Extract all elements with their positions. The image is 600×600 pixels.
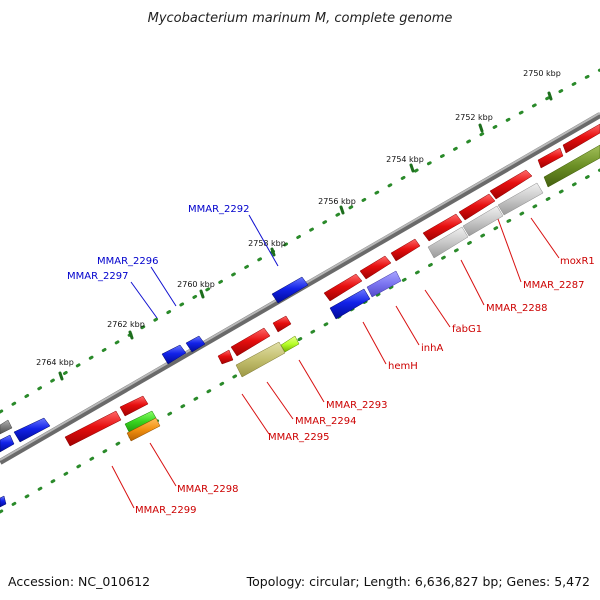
- tick-label: 2764 kbp: [36, 358, 74, 367]
- feature-blue-edge[interactable]: [0, 495, 7, 508]
- gene-label[interactable]: MMAR_2287: [523, 280, 585, 291]
- gene-arrow-forward[interactable]: [64, 410, 122, 447]
- tick-label: 2760 kbp: [177, 280, 215, 289]
- feature-orange[interactable]: [126, 417, 161, 442]
- feature-grey[interactable]: [497, 182, 544, 216]
- reverse-genes-upper: [0, 276, 309, 453]
- gene-arrow-forward[interactable]: [323, 273, 363, 302]
- tick-ring-upper: [0, 68, 600, 414]
- gene-labels-reverse: MMAR_2292 MMAR_2296 MMAR_2297: [67, 204, 250, 282]
- gene-arrow-forward[interactable]: [217, 349, 234, 365]
- lower-features: [0, 144, 600, 508]
- gene-arrow-reverse[interactable]: [329, 288, 371, 320]
- tick-label: 2752 kbp: [455, 113, 493, 122]
- label-lines-reverse: [130, 214, 279, 319]
- map-title: Mycobacterium marinum M, complete genome: [148, 11, 453, 26]
- tick-label: 2758 kbp: [248, 239, 286, 248]
- gene-label[interactable]: MMAR_2297: [67, 271, 129, 282]
- gene-label[interactable]: moxR1: [560, 256, 595, 267]
- gene-arrow-forward[interactable]: [390, 238, 421, 262]
- gene-arrow-reverse[interactable]: [161, 344, 187, 365]
- gene-arrow-forward-grey[interactable]: [0, 419, 13, 435]
- gene-arrow-forward[interactable]: [119, 395, 149, 417]
- gene-arrow-forward[interactable]: [489, 169, 533, 200]
- gene-labels-forward: moxR1 MMAR_2287 MMAR_2288 fabG1 inhA hem…: [135, 256, 595, 516]
- gene-arrow-reverse[interactable]: [271, 276, 309, 304]
- tick-label: 2754 kbp: [386, 155, 424, 164]
- tick-label: 2762 kbp: [107, 320, 145, 329]
- feature-khaki[interactable]: [235, 341, 286, 378]
- gene-label[interactable]: MMAR_2298: [177, 484, 239, 495]
- gene-label[interactable]: inhA: [421, 343, 443, 354]
- tick-label: 2750 kbp: [523, 69, 561, 78]
- gene-arrow-reverse[interactable]: [0, 434, 15, 453]
- gene-arrow-reverse[interactable]: [13, 417, 51, 443]
- forward-genes: [0, 123, 600, 447]
- accession-text: Accession: NC_010612: [8, 574, 150, 589]
- tick-label: 2756 kbp: [318, 197, 356, 206]
- gene-arrow-forward[interactable]: [458, 193, 496, 221]
- feature-lime[interactable]: [280, 335, 300, 353]
- genome-backbone: [0, 112, 600, 465]
- label-lines-forward: [111, 217, 560, 509]
- feature-grey[interactable]: [462, 205, 504, 237]
- gene-label[interactable]: MMAR_2292: [188, 204, 250, 215]
- tick-labels: 2750 kbp 2752 kbp 2754 kbp 2756 kbp 2758…: [36, 69, 561, 367]
- major-ticks: [58, 91, 553, 381]
- feature-olive[interactable]: [543, 144, 600, 188]
- gene-arrow-forward[interactable]: [537, 147, 564, 169]
- genome-summary-text: Topology: circular; Length: 6,636,827 bp…: [246, 574, 590, 589]
- tick-ring-lower: [0, 168, 600, 514]
- feature-lavender[interactable]: [366, 270, 402, 298]
- gene-label[interactable]: hemH: [388, 361, 418, 372]
- gene-arrow-forward[interactable]: [562, 123, 600, 154]
- gene-arrow-forward[interactable]: [359, 255, 392, 280]
- gene-arrow-forward[interactable]: [272, 315, 292, 333]
- gene-arrow-reverse[interactable]: [185, 335, 206, 353]
- feature-grey[interactable]: [427, 226, 469, 259]
- gene-arrow-forward[interactable]: [422, 213, 463, 242]
- gene-label[interactable]: MMAR_2299: [135, 505, 197, 516]
- gene-arrow-forward[interactable]: [230, 327, 271, 357]
- gene-label[interactable]: MMAR_2294: [295, 416, 357, 427]
- gene-label[interactable]: MMAR_2293: [326, 400, 388, 411]
- gene-label[interactable]: MMAR_2288: [486, 303, 548, 314]
- gene-label[interactable]: MMAR_2295: [268, 432, 330, 443]
- gene-label[interactable]: MMAR_2296: [97, 256, 159, 267]
- gene-label[interactable]: fabG1: [452, 324, 482, 335]
